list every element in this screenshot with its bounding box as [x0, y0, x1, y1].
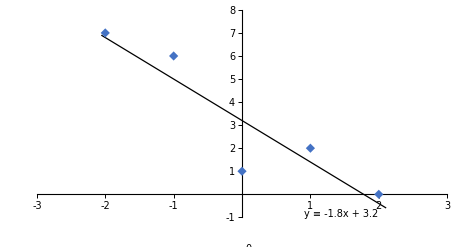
Point — [101, 31, 109, 35]
Point — [238, 169, 246, 173]
Point — [375, 192, 383, 196]
Text: 0: 0 — [245, 244, 252, 247]
Text: y ≡ -1.8x + 3.2: y ≡ -1.8x + 3.2 — [303, 209, 378, 219]
Point — [307, 146, 314, 150]
Point — [170, 54, 177, 58]
